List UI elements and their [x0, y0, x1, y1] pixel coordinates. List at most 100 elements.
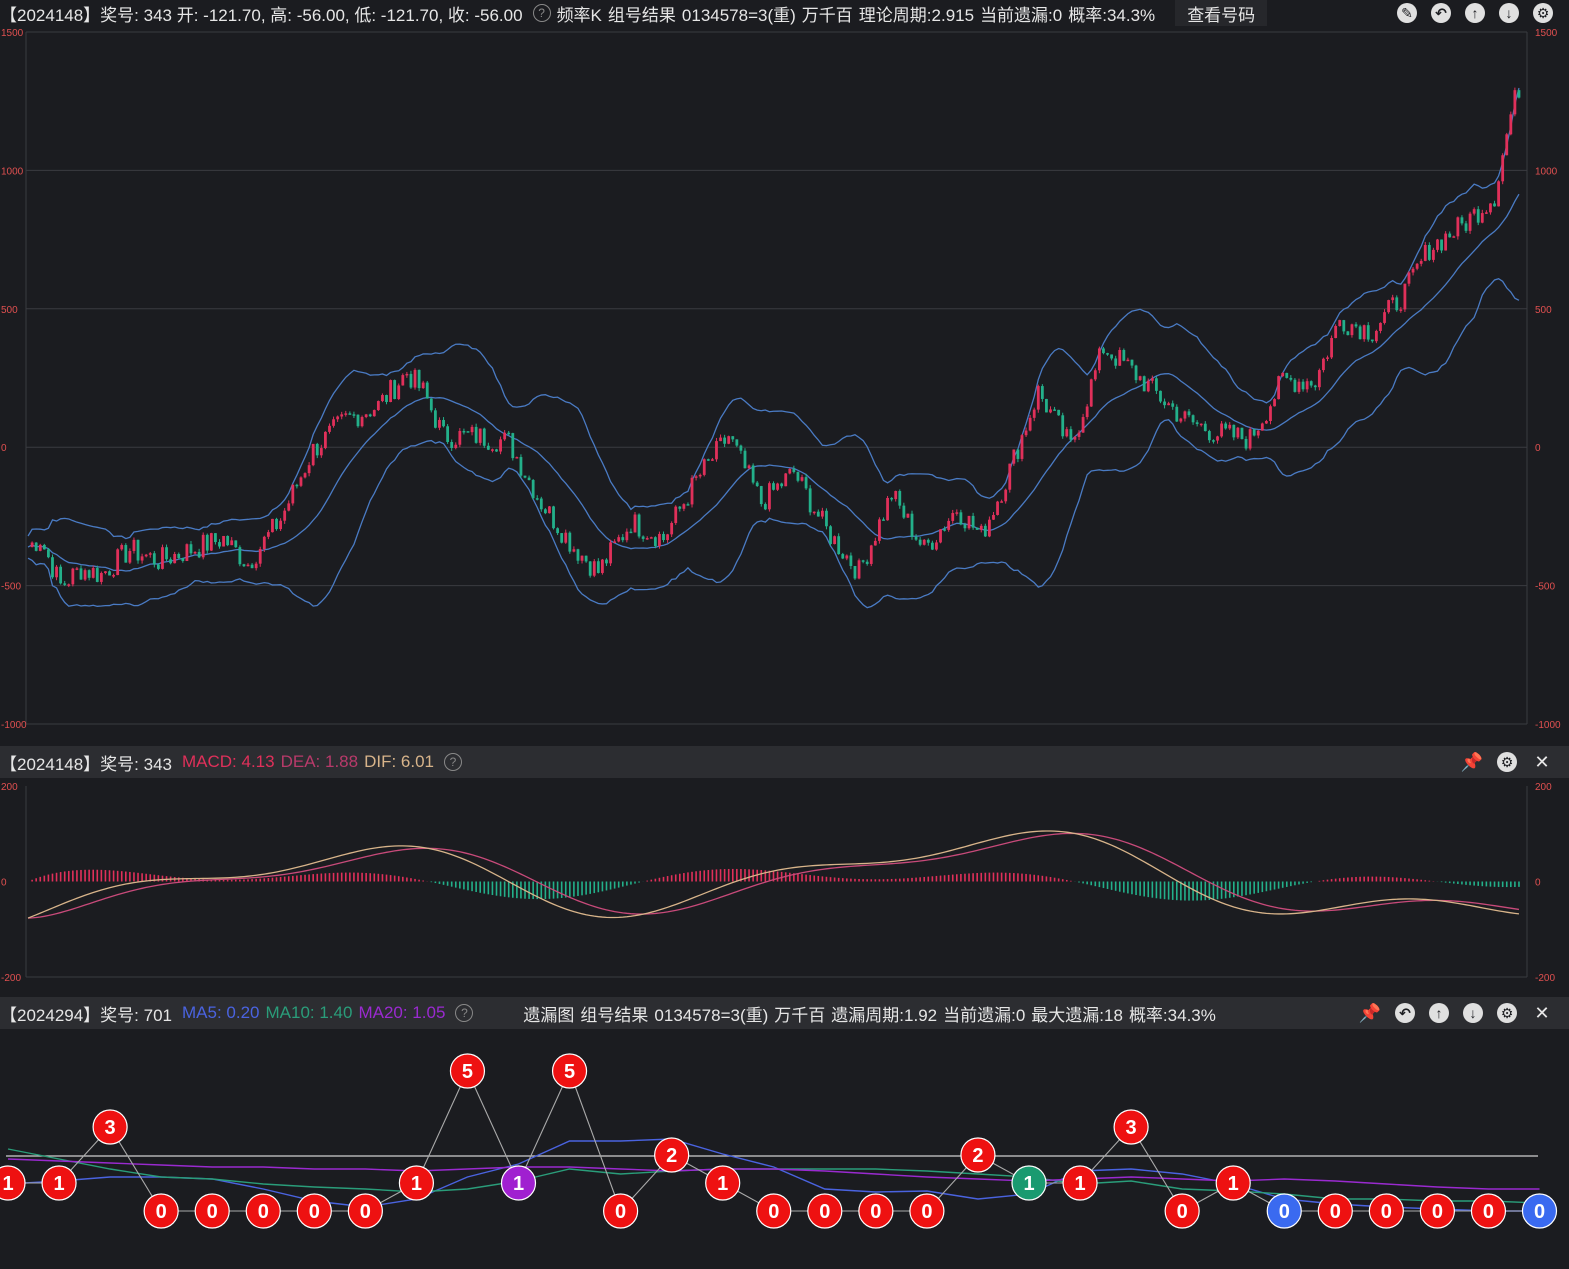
candle-body: [715, 441, 718, 460]
miss-chart[interactable]: 1 1 3 0 0 0 0 0 1 5 1 5 0 2 1 0 0 0 0 2 1 1 3 0 1 0 0 0 0 0 0: [0, 1029, 1569, 1269]
close-icon[interactable]: ✕: [1534, 1002, 1550, 1023]
candle-body: [1110, 354, 1114, 359]
candle-body: [1480, 213, 1484, 223]
candle-body: [413, 369, 417, 388]
candle-body: [539, 498, 543, 510]
miss-node: [858, 1193, 894, 1229]
candle-body: [967, 515, 971, 529]
miss-node-value: 0: [1483, 1201, 1494, 1223]
candle-body: [747, 465, 751, 469]
candle-body: [283, 510, 287, 521]
candle-body: [173, 553, 177, 564]
candle-body: [930, 542, 934, 550]
candle-body: [1293, 379, 1297, 392]
candle-body: [902, 505, 906, 518]
up-icon[interactable]: ↑: [1429, 1003, 1449, 1023]
edit-icon[interactable]: ✎: [1397, 3, 1417, 23]
candle-body: [1146, 380, 1150, 392]
candle-body: [319, 448, 323, 456]
pin-icon[interactable]: 📌: [1358, 1002, 1382, 1023]
pin-icon[interactable]: 📌: [1460, 751, 1484, 772]
combo-label: 0134578=3(重): [681, 5, 796, 25]
candle-body: [1423, 244, 1427, 261]
candle-body: [315, 443, 319, 456]
candle-body: [38, 544, 42, 551]
candle-body: [1102, 348, 1105, 354]
close-icon[interactable]: ✕: [1534, 751, 1550, 772]
view-numbers-button[interactable]: 查看号码: [1175, 0, 1268, 26]
help-icon[interactable]: ?: [444, 753, 463, 771]
candle-body: [951, 513, 955, 521]
candle-body: [165, 547, 168, 560]
candle-body: [442, 419, 445, 427]
settings-icon[interactable]: ⚙: [1533, 3, 1553, 23]
candle-body: [1114, 358, 1118, 366]
candle-body: [1346, 331, 1350, 336]
candle-body: [47, 549, 50, 558]
candle-body: [1053, 409, 1056, 411]
candle-body: [1513, 90, 1517, 115]
candle-body: [1301, 381, 1305, 390]
candle-body: [368, 414, 372, 417]
candle-body: [971, 515, 975, 528]
candle-body: [1440, 239, 1443, 251]
candle-body: [796, 472, 800, 481]
miss-node-value: 1: [513, 1173, 524, 1195]
settings-icon[interactable]: ⚙: [1497, 1003, 1517, 1023]
candle-body: [1179, 418, 1183, 422]
candle-body: [1203, 423, 1207, 432]
candle-body: [1305, 381, 1309, 390]
candle-body: [1252, 429, 1256, 436]
candle-body: [882, 519, 885, 521]
candle-body: [499, 439, 502, 452]
down-icon[interactable]: ↓: [1463, 1003, 1483, 1023]
candle-body: [1159, 390, 1162, 402]
candle-body: [580, 555, 584, 561]
ma10-value: MA10: 1.40: [265, 1003, 353, 1022]
down-icon[interactable]: ↓: [1499, 3, 1519, 23]
candle-body: [185, 544, 189, 562]
candle-body: [1155, 378, 1158, 391]
candle-body: [205, 534, 209, 551]
y-tick-label-right: -200: [1535, 973, 1555, 984]
candle-body: [1122, 349, 1126, 361]
candle-body: [1334, 326, 1338, 339]
candle-body: [409, 373, 413, 388]
settings-icon[interactable]: ⚙: [1497, 752, 1517, 772]
candle-body: [841, 554, 845, 559]
candle-body: [1256, 430, 1260, 436]
candle-body: [800, 477, 804, 481]
candle-body: [214, 533, 217, 543]
miss-node: [756, 1193, 792, 1229]
candlestick-chart[interactable]: 1500 1500 1000 1000 500 500 0 0 -500 -500 -1000 -10…: [0, 26, 1569, 746]
candle-body: [1138, 376, 1142, 381]
candle-body: [1065, 429, 1069, 437]
candle-body: [694, 476, 698, 478]
candle-body: [1265, 421, 1268, 424]
dif-line: [27, 830, 1520, 919]
prob-label: 概率:34.3%: [1068, 5, 1156, 25]
help-icon[interactable]: ?: [455, 1004, 474, 1022]
y-tick-label-right: 0: [1535, 878, 1541, 889]
candle-body: [348, 413, 352, 415]
undo-icon[interactable]: ↶: [1431, 3, 1451, 23]
y-tick-label-right: 0: [1535, 443, 1541, 454]
undo-icon[interactable]: ↶: [1395, 1003, 1415, 1023]
candle-body: [702, 459, 706, 475]
candle-body: [1008, 463, 1012, 490]
candle-body: [307, 465, 311, 474]
candle-body: [743, 450, 747, 469]
macd-chart[interactable]: 200 200 0 0 -200 -200: [0, 778, 1569, 997]
miss-node: [1470, 1193, 1507, 1229]
candle-body: [1509, 114, 1513, 135]
group-label: 组号结果: [580, 1005, 649, 1025]
help-icon[interactable]: ?: [532, 4, 551, 22]
candle-body: [311, 443, 315, 466]
candle-body: [605, 559, 608, 564]
candle-body: [1199, 423, 1203, 426]
candle-body: [1195, 422, 1199, 425]
candle-body: [120, 545, 124, 550]
candle-body: [776, 483, 779, 490]
k-type-label[interactable]: 频率K: [556, 5, 602, 25]
up-icon[interactable]: ↑: [1465, 3, 1485, 23]
